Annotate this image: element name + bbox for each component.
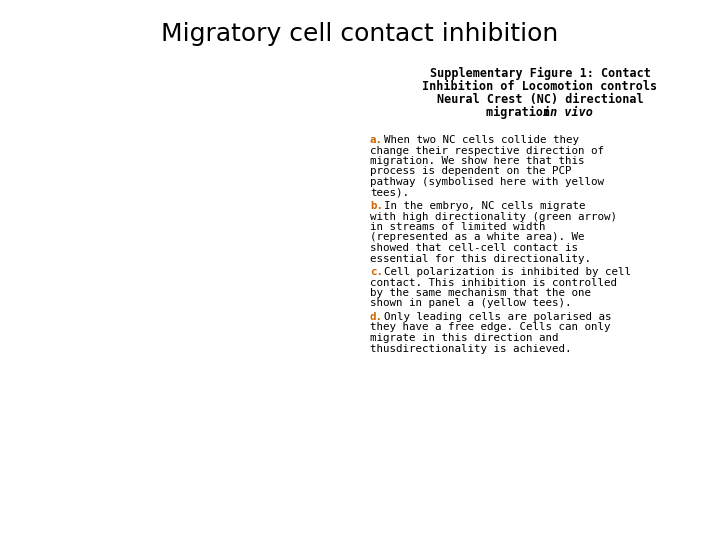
Text: a.: a. <box>370 135 383 145</box>
Text: in streams of limited width: in streams of limited width <box>370 222 546 232</box>
Text: Migratory cell contact inhibition: Migratory cell contact inhibition <box>161 22 559 46</box>
Text: tees).: tees). <box>370 187 409 198</box>
Text: migrate in this direction and: migrate in this direction and <box>370 333 559 343</box>
Bar <box>10 35 355 510</box>
Text: process is dependent on the PCP: process is dependent on the PCP <box>370 166 572 177</box>
Text: Cell polarization is inhibited by cell: Cell polarization is inhibited by cell <box>384 267 631 277</box>
Text: Supplementary Figure 1: Contact: Supplementary Figure 1: Contact <box>430 67 650 80</box>
Text: Only leading cells are polarised as: Only leading cells are polarised as <box>384 312 611 322</box>
Text: by the same mechanism that the one: by the same mechanism that the one <box>370 288 591 298</box>
Text: Inhibition of Locomotion controls: Inhibition of Locomotion controls <box>423 80 657 93</box>
Text: migration. We show here that this: migration. We show here that this <box>370 156 585 166</box>
Text: contact. This inhibition is controlled: contact. This inhibition is controlled <box>370 278 617 287</box>
Text: change their respective direction of: change their respective direction of <box>370 145 604 156</box>
Text: they have a free edge. Cells can only: they have a free edge. Cells can only <box>370 322 611 333</box>
Text: b.: b. <box>370 201 383 211</box>
Text: pathway (symbolised here with yellow: pathway (symbolised here with yellow <box>370 177 604 187</box>
Text: (represented as a white area). We: (represented as a white area). We <box>370 233 585 242</box>
Text: d.: d. <box>370 312 383 322</box>
Text: Neural Crest (NC) directional: Neural Crest (NC) directional <box>437 93 643 106</box>
Text: thusdirectionality is achieved.: thusdirectionality is achieved. <box>370 343 572 354</box>
Text: c.: c. <box>370 267 383 277</box>
Text: When two NC cells collide they: When two NC cells collide they <box>384 135 579 145</box>
Text: essential for this directionality.: essential for this directionality. <box>370 253 591 264</box>
Text: migration: migration <box>487 106 557 119</box>
Text: showed that cell-cell contact is: showed that cell-cell contact is <box>370 243 578 253</box>
Text: with high directionality (green arrow): with high directionality (green arrow) <box>370 212 617 221</box>
Text: shown in panel a (yellow tees).: shown in panel a (yellow tees). <box>370 299 572 308</box>
Text: in vivo: in vivo <box>543 106 593 119</box>
Text: In the embryo, NC cells migrate: In the embryo, NC cells migrate <box>384 201 585 211</box>
